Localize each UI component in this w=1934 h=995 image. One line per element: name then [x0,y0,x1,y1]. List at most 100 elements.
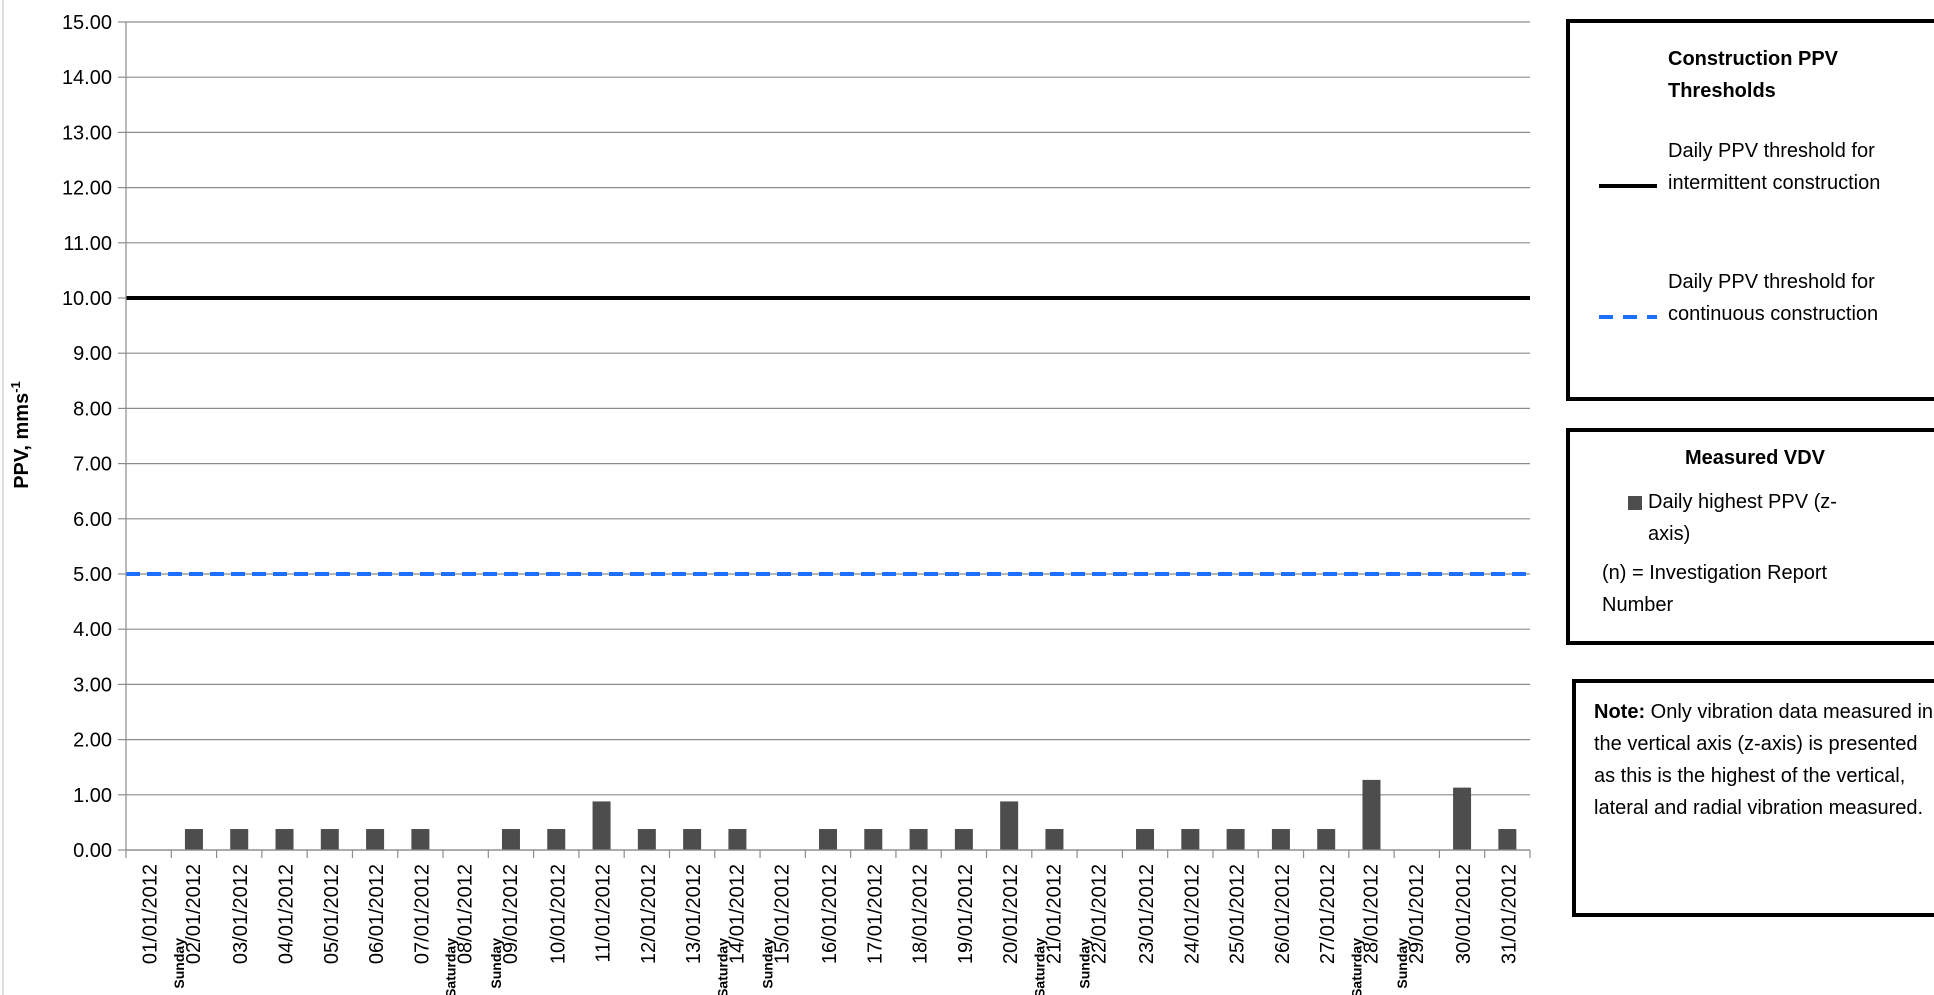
x-tick-label: 04/01/2012 [276,864,298,964]
x-tick-label: 14/01/2012 [726,864,748,964]
x-tick-label: 13/01/2012 [683,864,705,964]
x-tick-label: 27/01/2012 [1317,864,1339,964]
bar-swatch [1628,496,1642,510]
dashed-line-swatch [1599,315,1657,319]
bar [592,801,611,850]
bar [366,829,385,850]
x-day-label: Sunday [1077,938,1093,989]
bar [1226,829,1245,850]
bar [230,829,249,850]
bar [683,829,702,850]
x-tick-label: 19/01/2012 [955,864,977,964]
bar [1271,829,1290,850]
investigation-report-note: (n) = Investigation Report Number [1602,562,1828,616]
solid-line-swatch [1599,184,1657,188]
bar [184,829,203,850]
bar [1136,829,1155,850]
bar [1317,829,1336,850]
x-tick-label: 23/01/2012 [1136,864,1158,964]
axes [125,22,1531,858]
x-tick-label: 05/01/2012 [321,864,343,964]
x-tick-label: 10/01/2012 [547,864,569,964]
x-tick-label: 20/01/2012 [1000,864,1022,964]
bar [954,829,973,850]
x-day-label: Saturday [1031,938,1047,995]
x-day-label: Sunday [1394,938,1410,989]
bar [547,829,566,850]
legend-item-continuous-label: Daily PPV threshold for continuous const… [1668,271,1879,325]
bar [275,829,294,850]
x-tick-label: 26/01/2012 [1272,864,1294,964]
note-box: Note: Only vibration data measured in th… [1572,679,1934,917]
legend-item-daily-ppv-label: Daily highest PPV (z-axis) [1648,491,1837,545]
bar [728,829,747,850]
x-tick-label: 12/01/2012 [638,864,660,964]
bar [1362,779,1381,850]
bar [501,829,520,850]
threshold-lines [126,296,1530,576]
thresholds-legend-title: Construction PPV Thresholds [1668,48,1839,102]
measured-legend-title: Measured VDV [1684,447,1826,469]
x-tick-label: 24/01/2012 [1181,864,1203,964]
x-tick-label: 25/01/2012 [1227,864,1249,964]
bars [184,779,1517,850]
y-tick-label: 14.00 [62,67,112,89]
x-tick-label: 02/01/2012 [183,864,205,964]
y-tick-label: 3.00 [73,674,112,696]
y-tick-label: 6.00 [73,509,112,531]
x-tick-label: 01/01/2012 [140,864,162,964]
x-day-label: Saturday [714,938,730,995]
x-day-label: Saturday [443,938,459,995]
x-tick-label: 31/01/2012 [1498,864,1520,964]
bar [1181,829,1200,850]
y-tick-label: 8.00 [73,398,112,420]
x-tick-label: 21/01/2012 [1043,864,1065,964]
bar [320,829,339,850]
x-tick-label: 15/01/2012 [772,864,794,964]
x-tick-label: 29/01/2012 [1406,864,1428,964]
note-label: Note: [1594,701,1646,723]
y-tick-label: 1.00 [73,785,112,807]
bar [864,829,883,850]
y-tick-label: 9.00 [73,343,112,365]
ppv-chart: 0.00 1.00 2.00 3.00 4.00 5.00 6.00 7.00 8.00 9.00… [2,0,1531,995]
y-axis-tick-labels: 0.00 1.00 2.00 3.00 4.00 5.00 6.00 7.00 8.00 9.00… [62,12,112,862]
bar [909,829,928,850]
bar [1498,829,1517,850]
x-tick-label: 17/01/2012 [864,864,886,964]
y-tick-label: 0.00 [73,840,112,862]
x-tick-label: 22/01/2012 [1089,864,1111,964]
gridlines [118,21,1530,851]
thresholds-legend: Construction PPV Thresholds Daily PPV th… [1566,19,1934,401]
legend-item-intermittent-label: Daily PPV threshold for intermittent con… [1668,140,1881,194]
measured-legend: Measured VDV Daily highest PPV (z-axis) … [1566,428,1934,645]
note-text: Only vibration data measured in the vert… [1594,701,1934,819]
x-tick-label: 03/01/2012 [230,864,252,964]
x-tick-label: 07/01/2012 [411,864,433,964]
x-tick-label: 09/01/2012 [500,864,522,964]
y-tick-label: 7.00 [73,454,112,476]
x-tick-label: 11/01/2012 [593,864,615,963]
x-day-label: Sunday [171,938,187,989]
bar [411,829,430,850]
note-text-block: Note: Only vibration data measured in th… [1594,696,1934,824]
y-tick-label: 5.00 [73,564,112,586]
bar [819,829,837,850]
y-tick-label: 11.00 [63,233,112,255]
y-tick-label: 15.00 [62,12,112,34]
y-axis-label: PPV, mms-1 [8,381,33,489]
x-day-label: Sunday [760,938,776,989]
y-tick-label: 13.00 [62,122,112,144]
x-tick-label: 18/01/2012 [910,864,932,964]
x-tick-label: 16/01/2012 [819,864,841,964]
bar [1453,787,1472,850]
x-tick-label: 30/01/2012 [1453,864,1475,964]
bar [1045,829,1064,850]
y-tick-label: 4.00 [73,619,112,641]
y-tick-label: 10.00 [62,288,112,310]
x-day-label: Saturday [1348,938,1364,995]
y-tick-label: 2.00 [73,730,112,752]
y-tick-label: 12.00 [62,178,112,200]
bar [637,829,656,850]
